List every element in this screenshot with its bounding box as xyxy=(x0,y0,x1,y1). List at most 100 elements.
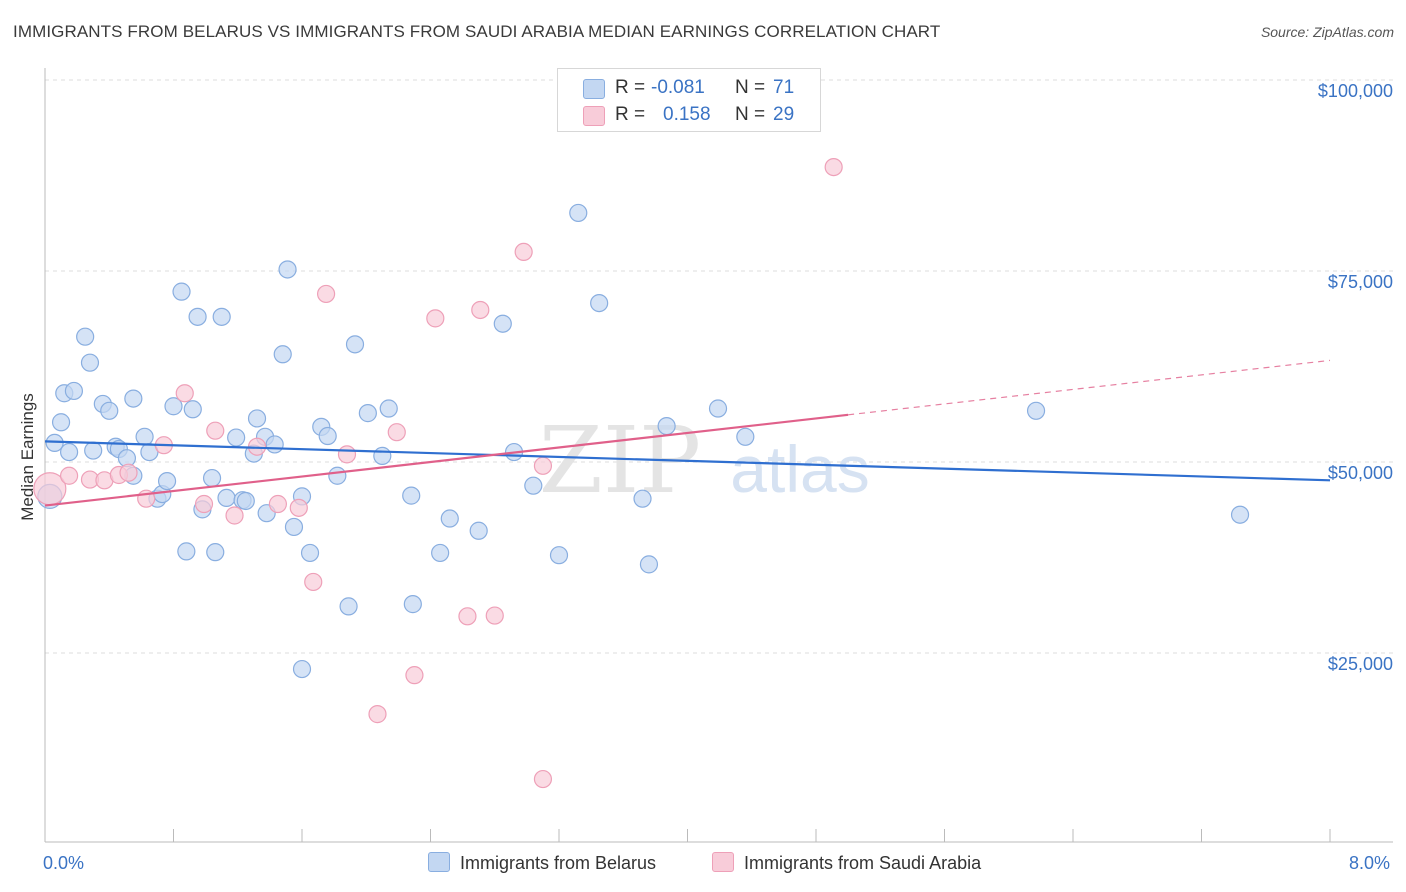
belarus-point xyxy=(217,488,236,508)
belarus-point xyxy=(639,555,659,574)
belarus-point xyxy=(373,446,392,465)
belarus-point xyxy=(135,427,154,446)
belarus-point xyxy=(657,416,676,436)
saudi-arabia-trend-extension xyxy=(848,359,1331,416)
n-value: 29 xyxy=(773,104,795,125)
belarus-point xyxy=(183,400,202,419)
saudi-arabia-point xyxy=(514,242,533,261)
legend-item-belarus: Immigrants from Belarus xyxy=(428,852,656,874)
saudi-arabia-point xyxy=(337,445,357,464)
belarus-point xyxy=(64,381,84,401)
legend-item-saudi-arabia: Immigrants from Saudi Arabia xyxy=(712,852,981,874)
belarus-point xyxy=(157,472,177,491)
belarus-point xyxy=(1230,505,1250,524)
belarus-point xyxy=(76,327,95,346)
belarus-legend-label: Immigrants from Belarus xyxy=(460,853,657,873)
saudi-arabia-point xyxy=(316,284,336,304)
y-tick-label: $75,000 xyxy=(1328,272,1393,292)
n-value: 71 xyxy=(773,77,795,98)
axes xyxy=(44,68,1393,843)
watermark-atlas: atlas xyxy=(730,432,869,506)
belarus-point xyxy=(51,413,71,432)
belarus-point xyxy=(273,345,292,364)
belarus-point xyxy=(493,314,512,333)
belarus-point xyxy=(708,399,728,418)
r-value: -0.081 xyxy=(651,77,705,98)
belarus-point xyxy=(206,543,225,562)
belarus-point xyxy=(247,409,267,428)
x-tick-max: 8.0% xyxy=(1349,853,1391,873)
y-tick-label: $25,000 xyxy=(1328,654,1393,674)
belarus-point xyxy=(1026,401,1046,420)
saudi-arabia-point xyxy=(194,494,214,514)
belarus-point xyxy=(524,476,543,495)
belarus-point xyxy=(569,203,588,223)
r-label: R = xyxy=(615,104,646,125)
grid-lines xyxy=(45,79,1393,654)
belarus-point xyxy=(124,389,143,408)
belarus-point xyxy=(172,282,191,301)
trend-lines xyxy=(44,359,1331,507)
n-label: N = xyxy=(735,104,766,125)
belarus-points xyxy=(37,203,1250,679)
saudi-arabia-point xyxy=(405,666,424,685)
saudi-arabia-point xyxy=(485,606,504,625)
saudi-arabia-point xyxy=(426,309,445,328)
belarus-swatch xyxy=(583,79,605,99)
belarus-point xyxy=(300,543,320,563)
belarus-point xyxy=(402,486,421,505)
belarus-point xyxy=(736,427,755,446)
belarus-point xyxy=(236,491,255,511)
belarus-legend-swatch xyxy=(428,852,450,872)
saudi-arabia-point xyxy=(206,421,225,440)
belarus-point xyxy=(227,428,246,447)
saudi-arabia-point xyxy=(824,157,843,177)
y-tick-labels: $25,000 $50,000 $75,000 $100,000 xyxy=(1318,81,1393,674)
belarus-point xyxy=(59,442,79,462)
belarus-point xyxy=(212,307,231,326)
saudi-arabia-point xyxy=(471,300,490,320)
belarus-point xyxy=(318,426,337,446)
belarus-point xyxy=(278,260,297,279)
belarus-point xyxy=(188,307,207,326)
correlation-legend: R = -0.081 N = 71 R = 0.158 N = 29 xyxy=(557,68,821,132)
belarus-point xyxy=(284,517,304,537)
chart-title: IMMIGRANTS FROM BELARUS VS IMMIGRANTS FR… xyxy=(13,22,941,41)
saudi-arabia-point xyxy=(533,769,553,789)
belarus-point xyxy=(358,404,377,423)
source-credit: Source: ZipAtlas.com xyxy=(1260,24,1394,40)
belarus-point xyxy=(292,659,312,679)
y-tick-label: $100,000 xyxy=(1318,81,1393,101)
belarus-point xyxy=(633,489,652,508)
y-axis-label: Median Earnings xyxy=(18,393,37,521)
saudi-arabia-point xyxy=(175,384,194,403)
saudi-arabia-point xyxy=(387,423,406,442)
y-tick-label: $50,000 xyxy=(1328,463,1393,483)
n-label: N = xyxy=(735,77,766,98)
belarus-point xyxy=(328,466,347,485)
saudi-arabia-point xyxy=(458,607,477,626)
saudi-arabia-point xyxy=(533,456,553,475)
belarus-point xyxy=(345,335,365,354)
belarus-point xyxy=(164,397,183,416)
saudi-arabia-points xyxy=(33,157,843,789)
saudi-arabia-point xyxy=(268,494,288,514)
saudi-arabia-point xyxy=(59,466,79,485)
belarus-point xyxy=(100,401,119,420)
belarus-point xyxy=(431,543,450,563)
saudi-arabia-legend-swatch xyxy=(712,852,734,872)
belarus-point xyxy=(469,521,488,540)
belarus-point xyxy=(590,293,609,313)
belarus-point xyxy=(84,441,103,460)
belarus-point xyxy=(403,595,422,614)
x-tick-min: 0.0% xyxy=(43,853,85,873)
r-value: 0.158 xyxy=(663,104,711,125)
saudi-arabia-legend-label: Immigrants from Saudi Arabia xyxy=(744,853,982,873)
belarus-point xyxy=(379,399,398,418)
saudi-arabia-trend-line xyxy=(44,413,849,507)
belarus-point xyxy=(339,597,358,616)
belarus-point xyxy=(202,468,222,488)
r-label: R = xyxy=(615,77,646,98)
belarus-trend-line xyxy=(44,440,1331,482)
